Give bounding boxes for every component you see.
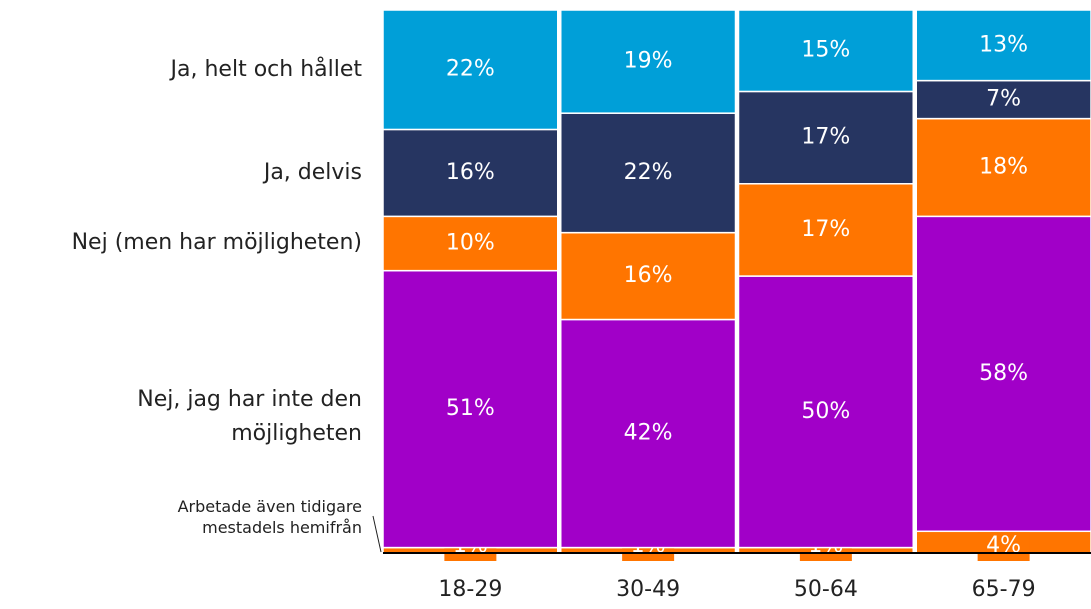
value-label: 18% [979, 154, 1028, 179]
legend-label: Nej (men har möjligheten) [71, 230, 362, 256]
value-label: 22% [624, 160, 673, 185]
legend-label: Ja, helt och hållet [170, 56, 362, 82]
value-label: 51% [446, 396, 495, 421]
value-label-box [977, 531, 1030, 561]
bar-segment [737, 183, 914, 277]
label-pointer [372, 515, 382, 553]
value-label: 15% [801, 38, 850, 63]
value-label: 17% [801, 217, 850, 242]
bar-segment [382, 128, 559, 218]
bar-segment [560, 112, 737, 234]
bar-segment [560, 318, 737, 549]
value-label: 22% [446, 57, 495, 82]
bar-segment [560, 9, 737, 114]
x-tick-label: 18-29 [438, 577, 502, 602]
value-label: 58% [979, 361, 1028, 386]
bar-segment [915, 215, 1091, 533]
value-label: 7% [986, 87, 1021, 112]
bar-segment [382, 215, 559, 272]
x-tick-label: 30-49 [616, 577, 680, 602]
value-label: 16% [624, 263, 673, 288]
bar-segment [915, 9, 1091, 82]
value-label: 4% [986, 533, 1021, 558]
x-tick-label: 50-64 [794, 577, 858, 602]
legend-label: Ja, delvis [263, 159, 362, 185]
bar-segment [737, 90, 914, 185]
legend-label: Arbetade även tidigare mestadels hemifrå… [177, 497, 362, 537]
bar-segment [737, 9, 914, 93]
value-label: 17% [801, 125, 850, 150]
bar-segment [382, 9, 559, 131]
bar-segment [560, 231, 737, 321]
value-label: 10% [446, 230, 495, 255]
bar-segment [737, 275, 914, 549]
value-label: 50% [801, 399, 850, 424]
legend-label: Nej, jag har inte den möjligheten [137, 387, 362, 447]
x-tick-label: 65-79 [972, 577, 1036, 602]
bar-segment [915, 117, 1091, 218]
value-label: 16% [446, 160, 495, 185]
value-label: 13% [979, 32, 1028, 57]
value-label: 19% [624, 49, 673, 74]
value-label: 42% [624, 421, 673, 446]
